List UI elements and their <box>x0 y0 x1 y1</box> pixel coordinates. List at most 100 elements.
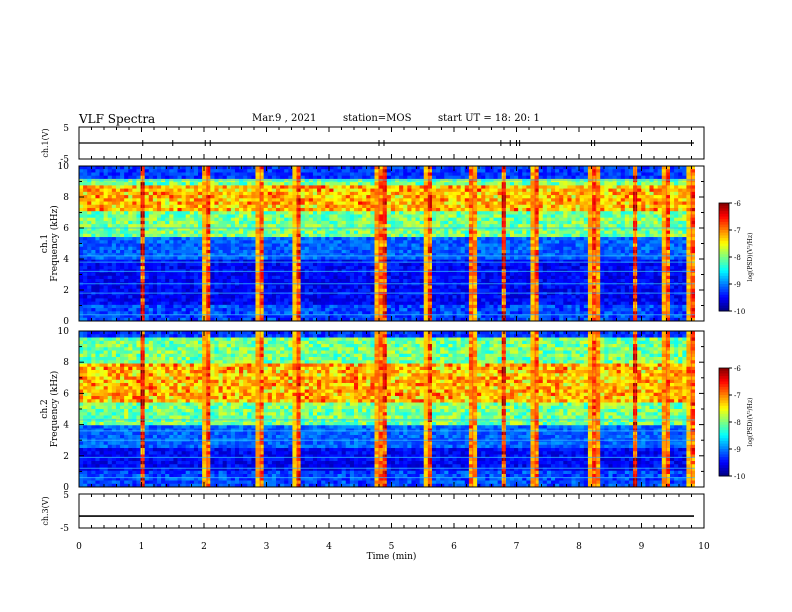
ch1-spectrogram-cell <box>227 266 232 270</box>
ch1-spectrogram-cell <box>153 205 158 209</box>
ch1-spectrogram-cell <box>350 289 355 293</box>
ch1-spectrogram-cell <box>457 308 462 312</box>
ch1-spectrogram-cell <box>395 302 400 306</box>
ch1-spectrogram-cell <box>494 189 499 193</box>
ch1-spectrogram-cell <box>182 260 187 264</box>
ch1-spectrogram-cell <box>161 176 166 180</box>
ch1-spectrogram-cell <box>305 308 310 312</box>
ch1-spectrogram-cell <box>100 295 105 299</box>
ch1-spectrogram-cell <box>235 192 240 196</box>
ch1-spectrogram-cell <box>444 285 449 289</box>
ch1-spectrogram-cell <box>255 285 259 289</box>
ch1-spectrogram-cell <box>358 195 363 199</box>
ch1-spectrogram-cell <box>329 205 334 209</box>
ch1-spectrogram-cell <box>350 169 355 173</box>
ch1-spectrogram-cell <box>280 214 285 218</box>
ch1-spectrogram-cell <box>116 263 121 267</box>
ch1-spectrogram-cell <box>124 214 128 218</box>
ch1-spectrogram-cell <box>120 172 125 176</box>
ch1-spectrogram-cell <box>461 189 466 193</box>
ch1-spectrogram-cell <box>104 244 109 248</box>
ch1-spectrogram-cell <box>485 279 490 283</box>
ch1-spectrogram-cell <box>223 289 228 293</box>
ch1-spectrogram-cell <box>477 292 482 296</box>
ch1-spectrogram-cell <box>223 244 228 248</box>
ch1-spectrogram-cell <box>325 295 330 299</box>
ch1-spectrogram-cell <box>235 298 240 302</box>
ch1-spectrogram-cell <box>173 169 178 173</box>
ch1-spectrogram-cell <box>149 214 154 218</box>
ch1-spectrogram-cell <box>223 240 228 244</box>
ch1-spectrogram-cell <box>399 279 404 283</box>
ch1-spectrogram-cell <box>494 185 499 189</box>
ch1-spectrogram-cell <box>411 266 416 270</box>
ch1-spectrogram-cell <box>399 166 404 170</box>
ch1-spectrogram-cell <box>194 273 199 277</box>
ch1-spectrogram-cell <box>161 279 166 283</box>
ch1-spectrogram-cell <box>420 263 425 267</box>
ch1-spectrogram-cell <box>178 202 183 206</box>
ch1-spectrogram-cell <box>194 208 199 212</box>
ch1-spectrogram-cell <box>210 302 215 306</box>
ch1-spectrogram-cell <box>178 250 183 254</box>
ch1-spectrogram-cell <box>149 289 154 293</box>
ch1-spectrogram-cell <box>202 231 207 235</box>
ch1-spectrogram-cell <box>305 211 310 215</box>
ch1-spectrogram-cell <box>395 237 400 241</box>
ch1-spectrogram-cell <box>108 240 113 244</box>
ch1-spectrogram-cell <box>182 292 187 296</box>
ch1-spectrogram-cell <box>91 172 96 176</box>
ch1-spectrogram-cell <box>489 244 494 248</box>
ch1-spectrogram-cell <box>91 185 96 189</box>
ch1-spectrogram-cell <box>112 279 117 283</box>
ch1-spectrogram-cell <box>317 214 322 218</box>
ch1-spectrogram-cell <box>457 305 462 309</box>
ch1-spectrogram-cell <box>321 247 326 251</box>
ch1-spectrogram-cell <box>116 208 121 212</box>
ch1-spectrogram-cell <box>178 305 183 309</box>
ch1-spectrogram-cell <box>153 195 158 199</box>
ch1-spectrogram-cell <box>383 218 388 222</box>
ch1-spectrogram-cell <box>416 305 421 309</box>
ch1-spectrogram-cell <box>362 192 367 196</box>
ch1-spectrogram-cell <box>333 237 338 241</box>
ch1-spectrogram-cell <box>227 189 232 193</box>
ch1-spectrogram-cell <box>214 295 219 299</box>
ch1-spectrogram-cell <box>157 189 162 193</box>
ch1-spectrogram-cell <box>223 198 228 202</box>
ch1-spectrogram-cell <box>292 240 297 244</box>
ch1-spectrogram-cell <box>157 295 162 299</box>
ch1-spectrogram-cell <box>276 298 281 302</box>
ch1-spectrogram-cell <box>120 214 125 218</box>
ch1-spectrogram-cell <box>313 214 318 218</box>
ch1-spectrogram-cell <box>342 172 347 176</box>
ch1-spectrogram-cell <box>416 285 421 289</box>
ch1-spectrogram-cell <box>457 221 462 225</box>
ch1-spectrogram-cell <box>173 292 178 296</box>
ch1-spectrogram-cell <box>350 189 355 193</box>
ch1-spectrogram-cell <box>284 308 289 312</box>
ch1-spectrogram-cell <box>95 192 100 196</box>
ch1-spectrogram-cell <box>87 302 92 306</box>
ch1-spectrogram-cell <box>395 234 400 238</box>
ch1-spectrogram-cell <box>391 260 396 264</box>
ch1-spectrogram-cell <box>411 250 416 254</box>
ch1-spectrogram-cell <box>124 302 128 306</box>
ch1-spectrogram-cell <box>346 295 351 299</box>
ch1-spectrogram-cell <box>264 231 269 235</box>
ch1-spectrogram-cell <box>481 260 486 264</box>
ch1-spectrogram-cell <box>457 260 462 264</box>
ch1-spectrogram-cell <box>350 302 355 306</box>
ch1-spectrogram-cell <box>268 182 273 186</box>
ch1-spectrogram-cell <box>124 256 128 260</box>
ch1-spectrogram-cell <box>219 240 224 244</box>
ch1-spectrogram-cell <box>247 221 252 225</box>
ch1-spectrogram-cell <box>247 305 252 309</box>
ch1-spectrogram-cell <box>132 221 137 225</box>
ch1-spectrogram-cell <box>452 224 457 228</box>
ch1-spectrogram-cell <box>153 202 158 206</box>
ch1-spectrogram-cell <box>457 247 462 251</box>
ch1-spectrogram-cell <box>313 289 318 293</box>
ch1-spectrogram-cell <box>272 198 277 202</box>
ch1-spectrogram-cell <box>338 169 343 173</box>
